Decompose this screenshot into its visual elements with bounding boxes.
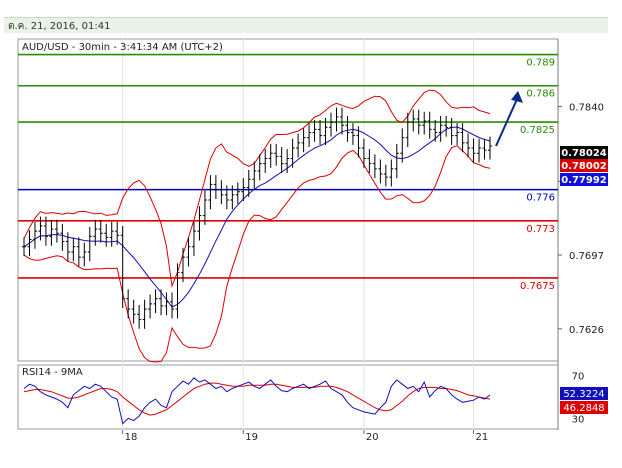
y-tick-label: 0.7626 <box>569 325 604 336</box>
rsi-ma-line <box>23 382 491 416</box>
price-tag-box <box>560 159 608 172</box>
rsi-tick-label: 70 <box>572 372 585 383</box>
price-tag-box <box>560 146 608 159</box>
chart-title: AUD/USD - 30min - 3:41:34 AM (UTC+2) <box>22 42 223 53</box>
rsi-tag-value: 46.2848 <box>563 403 604 414</box>
arrow-shaft <box>495 96 519 147</box>
level-label: 0.789 <box>526 58 555 69</box>
levels: 0.789 0.786 0.7825 0.776 0.773 0.7675 <box>18 53 558 292</box>
x-ticks: 18 19 20 21 <box>122 430 489 443</box>
x-tick-label: 18 <box>125 432 138 443</box>
x-tick-label: 19 <box>245 432 258 443</box>
x-tick-label: 20 <box>366 432 379 443</box>
rsi-panel <box>17 364 559 430</box>
y-tick-label: 0.7697 <box>569 251 604 262</box>
rsi-tick-label: 30 <box>572 414 585 425</box>
rsi-tag-box <box>560 387 608 400</box>
price-panel <box>17 38 559 362</box>
bollinger-bands <box>23 89 491 363</box>
arrow-head <box>511 90 523 103</box>
price-tag-value: 0.78024 <box>561 148 607 159</box>
price-tag-value: 0.78002 <box>561 161 607 172</box>
level-label: 0.786 <box>526 89 555 100</box>
band-upper <box>23 89 491 289</box>
price-tag-box <box>560 173 608 186</box>
level-label: 0.7825 <box>520 125 555 136</box>
rsi-lines <box>23 377 491 425</box>
price-tags: 0.78024 0.78002 0.77992 52.3224 46.2848 <box>560 146 608 414</box>
band-lower <box>23 145 491 363</box>
timestamp-label: ต.ค. 21, 2016, 01:41 <box>8 21 111 32</box>
date-bar: ต.ค. 21, 2016, 01:41 <box>4 17 608 33</box>
x-tick-label: 21 <box>476 432 489 443</box>
candles <box>22 107 492 329</box>
rsi-tag-box <box>560 401 608 414</box>
rsi-title: RSI14 - 9MA <box>22 367 83 378</box>
level-label: 0.776 <box>526 193 555 204</box>
band-mid <box>23 126 491 308</box>
rsi-tag-value: 52.3224 <box>563 389 604 400</box>
level-label: 0.773 <box>526 224 555 235</box>
level-label: 0.7675 <box>520 281 555 292</box>
projection-arrow <box>495 90 523 147</box>
rsi-line <box>23 377 491 425</box>
price-tag-value: 0.77992 <box>561 175 607 186</box>
y-tick-label: 0.7840 <box>569 103 604 114</box>
